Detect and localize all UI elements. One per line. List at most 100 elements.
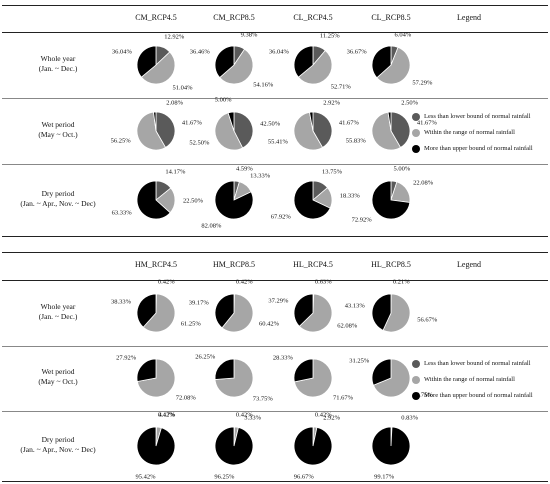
slice-value-label: 0.63% xyxy=(314,278,332,286)
table-rule xyxy=(2,411,548,412)
slice-value-label: 43.13% xyxy=(344,302,365,310)
slice-value-label: 5.00% xyxy=(393,165,411,173)
column-header: HL_RCP8.5 xyxy=(371,260,411,269)
slice-above-normal xyxy=(136,293,157,328)
slice-value-label: 36.04% xyxy=(111,48,132,56)
slice-value-label: 0.42% xyxy=(235,278,253,286)
slice-normal xyxy=(140,51,176,85)
slice-value-label: 41.67% xyxy=(416,119,437,127)
table-rule xyxy=(2,5,548,6)
slice-value-label: 9.38% xyxy=(240,31,258,39)
slice-value-label: 56.25% xyxy=(110,137,131,145)
slice-value-label: 13.75% xyxy=(321,168,342,176)
slice-value-label: 14.17% xyxy=(165,168,186,176)
slice-value-label: 2.92% xyxy=(323,99,340,107)
slice-normal xyxy=(221,293,254,333)
slice-above-normal xyxy=(136,358,157,382)
slice-value-label: 63.33% xyxy=(111,209,132,217)
legend-label: Within the range of normal rainfall xyxy=(424,129,515,136)
row-title: Wet period xyxy=(41,120,75,129)
row-subtitle: (May ~ Oct.) xyxy=(38,377,78,386)
slice-value-label: 22.50% xyxy=(182,197,204,205)
slice-value-label: 72.92% xyxy=(351,216,372,224)
slice-value-label: 0.42% xyxy=(314,411,332,419)
slice-value-label: 99.17% xyxy=(374,473,395,481)
row-title: Wet period xyxy=(41,367,75,376)
legend-header: Legend xyxy=(457,260,481,269)
slice-value-label: 52.50% xyxy=(189,139,210,147)
slice-above-normal xyxy=(293,180,331,220)
slice-normal xyxy=(219,48,254,85)
legend-swatch-dot xyxy=(412,376,420,384)
column-header: HL_RCP4.5 xyxy=(293,260,333,269)
slice-value-label: 41.67% xyxy=(338,119,359,127)
slice-value-label: 0.42% xyxy=(157,278,175,286)
slice-value-label: 82.08% xyxy=(201,222,222,230)
slice-above-normal xyxy=(309,111,314,132)
slice-above-normal xyxy=(371,293,392,331)
slice-normal xyxy=(136,111,167,151)
slice-below-normal xyxy=(233,111,254,149)
slice-value-label: 57.29% xyxy=(412,79,433,87)
table-rule xyxy=(2,252,548,253)
slice-value-label: 72.08% xyxy=(175,394,196,402)
slice-value-label: 11.25% xyxy=(319,32,340,40)
slice-above-normal xyxy=(136,45,157,78)
slice-value-label: 13.33% xyxy=(250,172,271,180)
slice-value-label: 96.67% xyxy=(293,473,314,481)
legend-swatch-dot xyxy=(412,360,420,368)
slice-value-label: 36.04% xyxy=(268,48,289,56)
slice-value-label: 68.75% xyxy=(412,391,433,399)
slice-normal xyxy=(214,358,254,398)
slice-above-normal xyxy=(214,45,235,79)
slice-above-normal xyxy=(136,180,171,220)
slice-value-label: 51.04% xyxy=(172,84,193,92)
slice-above-normal xyxy=(387,111,392,132)
column-header: CM_RCP4.5 xyxy=(135,13,177,22)
slice-normal xyxy=(142,293,176,333)
slice-value-label: 4.17% xyxy=(158,411,176,419)
slice-value-label: 95.42% xyxy=(135,473,156,481)
slice-value-label: 61.25% xyxy=(180,320,201,328)
table-rule xyxy=(2,481,548,482)
row-subtitle: (Jan. ~ Apr., Nov. ~ Dec) xyxy=(20,445,96,454)
slice-value-label: 39.17% xyxy=(188,299,209,307)
slice-above-normal xyxy=(293,45,314,78)
slice-normal xyxy=(371,111,402,151)
slice-value-label: 6.04% xyxy=(394,31,412,39)
legend-swatch-dot xyxy=(412,113,420,121)
slice-value-label: 0.21% xyxy=(392,278,410,286)
legend-swatch-dot xyxy=(412,129,420,137)
column-header: CL_RCP4.5 xyxy=(293,13,333,22)
row-title: Whole year xyxy=(40,302,76,311)
slice-above-normal xyxy=(214,180,254,220)
row-title: Dry period xyxy=(41,189,75,198)
row-title: Dry period xyxy=(41,435,75,444)
row-subtitle: (May ~ Oct.) xyxy=(38,130,78,139)
slice-above-normal xyxy=(371,180,411,220)
slice-value-label: 2.50% xyxy=(401,99,418,107)
slice-value-label: 4.59% xyxy=(236,165,253,173)
slice-value-label: 27.92% xyxy=(116,354,137,362)
slice-normal xyxy=(297,49,333,85)
column-header: CM_RCP8.5 xyxy=(213,13,255,22)
table-rule xyxy=(2,346,548,347)
slice-normal xyxy=(376,46,411,85)
slice-value-label: 55.41% xyxy=(267,138,288,146)
slice-value-label: 37.29% xyxy=(268,297,289,305)
